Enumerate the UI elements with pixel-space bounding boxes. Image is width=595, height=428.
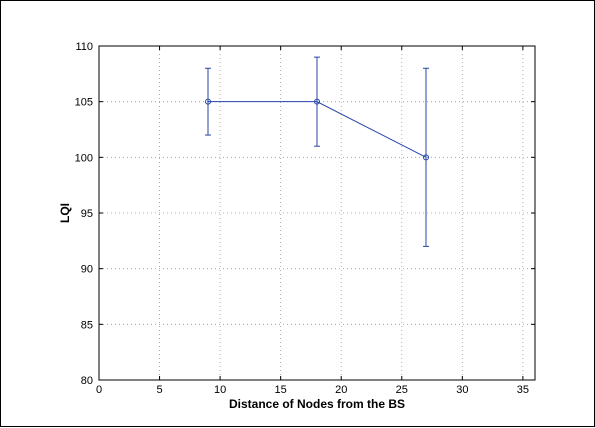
x-tick-label: 15 <box>275 384 287 396</box>
x-axis-label: Distance of Nodes from the BS <box>229 397 405 411</box>
x-tick-labels: 0 5 10 15 20 25 30 35 <box>96 384 529 396</box>
y-tick-label: 110 <box>75 41 93 53</box>
x-tick-label: 0 <box>96 384 102 396</box>
y-tick-label: 80 <box>81 375 93 387</box>
y-tick-label: 85 <box>81 319 93 331</box>
x-tick-label: 35 <box>517 384 529 396</box>
x-tick-label: 25 <box>396 384 408 396</box>
grid-lines <box>99 46 535 380</box>
y-tick-labels: 80 85 90 95 100 105 110 <box>75 41 93 387</box>
x-tick-label: 5 <box>156 384 162 396</box>
data-point <box>423 154 429 161</box>
data-point <box>314 98 320 105</box>
y-axis-label: LQI <box>58 203 72 223</box>
axis-ticks <box>98 45 535 381</box>
x-tick-label: 30 <box>456 384 468 396</box>
y-tick-label: 100 <box>75 152 93 164</box>
data-point <box>205 98 211 105</box>
y-tick-label: 95 <box>81 208 93 220</box>
series-layer <box>205 56 429 247</box>
x-tick-label: 20 <box>335 384 347 396</box>
y-tick-label: 90 <box>81 264 93 276</box>
x-tick-label: 10 <box>214 384 226 396</box>
y-tick-label: 105 <box>75 97 93 109</box>
